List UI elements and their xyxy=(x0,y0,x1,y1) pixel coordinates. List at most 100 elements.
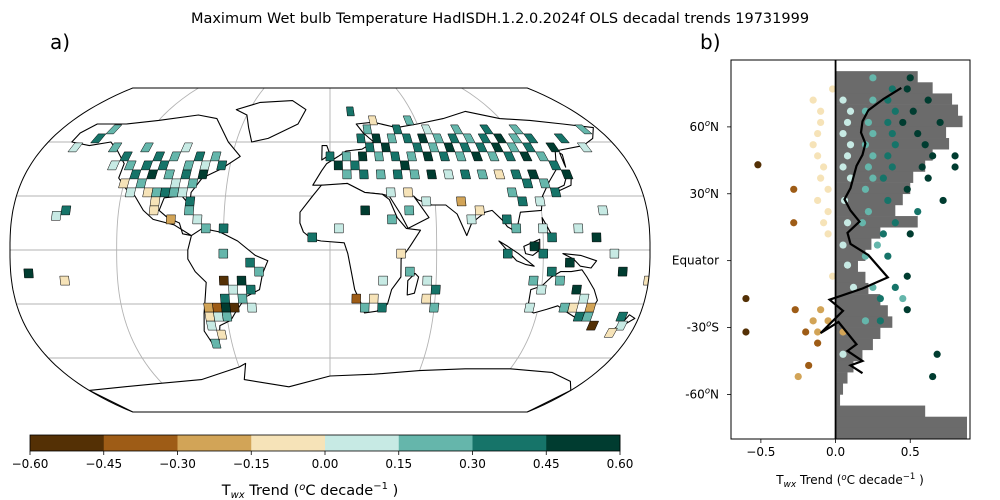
coverage-bar xyxy=(835,82,933,94)
trend-point xyxy=(891,219,899,227)
trend-point xyxy=(869,129,877,138)
coverage-bar xyxy=(835,71,918,83)
trend-box xyxy=(554,275,566,286)
trend-box xyxy=(357,151,368,162)
trend-point xyxy=(869,152,877,160)
trend-box xyxy=(572,311,586,322)
trend-box xyxy=(420,124,433,135)
trend-box xyxy=(146,169,159,180)
coverage-bar xyxy=(835,160,926,172)
trend-point xyxy=(814,339,822,347)
trend-box xyxy=(359,169,369,180)
trend-box xyxy=(426,169,437,180)
trend-point xyxy=(843,152,852,160)
trend-box xyxy=(609,248,620,259)
trend-point xyxy=(828,272,837,280)
trend-box xyxy=(140,142,154,153)
trend-box xyxy=(519,151,533,162)
trend-point xyxy=(805,361,813,370)
colorbar-segment xyxy=(546,435,621,451)
trend-box xyxy=(180,142,193,153)
trend-box xyxy=(417,133,429,144)
map-border xyxy=(9,87,651,413)
trend-box xyxy=(385,187,396,198)
trend-box xyxy=(193,151,206,162)
colorbar-tick-label: −0.45 xyxy=(85,457,122,471)
trend-box xyxy=(421,293,432,304)
trend-box xyxy=(476,169,489,180)
coverage-bar xyxy=(835,182,911,195)
trend-box xyxy=(406,151,417,162)
trend-point xyxy=(864,163,873,171)
trend-box xyxy=(456,196,467,207)
trend-point xyxy=(884,196,892,205)
zonal-scatter-panel: −0.5 0.0 0.5 60oN 30oN Equator -30oS -60oN Twx… xyxy=(672,59,971,490)
x-tick-label: 0.5 xyxy=(901,445,920,459)
trend-box xyxy=(360,205,370,216)
trend-box xyxy=(558,302,571,313)
trend-box xyxy=(521,178,534,189)
trend-box xyxy=(404,205,415,216)
trend-box xyxy=(432,133,445,144)
trend-point xyxy=(924,96,932,104)
trend-point xyxy=(817,306,825,314)
trend-box xyxy=(470,151,483,162)
trend-box xyxy=(341,151,351,162)
trend-box xyxy=(447,133,460,144)
trend-point xyxy=(790,185,798,193)
trend-box xyxy=(168,187,180,198)
trend-point xyxy=(884,252,892,260)
trend-box xyxy=(523,302,536,313)
trend-box xyxy=(220,302,231,313)
y-tick-label: 30oN xyxy=(690,186,719,201)
trend-box xyxy=(553,133,570,144)
trend-point xyxy=(929,372,937,381)
trend-point xyxy=(742,294,750,303)
trend-point xyxy=(814,328,822,336)
trend-box xyxy=(356,133,366,144)
trend-box xyxy=(368,293,379,304)
trend-box xyxy=(405,266,415,277)
coverage-bar xyxy=(835,427,968,440)
trend-box xyxy=(105,124,123,135)
trend-box xyxy=(396,248,406,259)
trend-box xyxy=(325,151,335,162)
y-tick-label: -60oN xyxy=(685,386,719,401)
trend-point xyxy=(891,283,899,291)
colorbar: −0.60 −0.45 −0.30 −0.15 0.00 0.15 0.30 0.45 0.60 xyxy=(12,434,633,471)
trend-box xyxy=(573,223,584,234)
trend-point xyxy=(809,141,817,149)
trend-box xyxy=(501,214,512,225)
coverage-bar xyxy=(835,383,844,395)
trend-point xyxy=(817,118,825,127)
trend-box xyxy=(537,223,548,234)
trend-point xyxy=(846,141,855,149)
trend-point xyxy=(903,272,911,280)
trend-box xyxy=(479,124,494,135)
colorbar-segment xyxy=(472,435,547,451)
trend-box xyxy=(534,196,546,207)
trend-point xyxy=(861,317,870,325)
trend-box xyxy=(378,275,388,286)
trend-box xyxy=(409,169,420,180)
trend-point xyxy=(891,107,899,115)
trend-box xyxy=(492,133,508,144)
trend-box xyxy=(124,187,137,198)
trend-point xyxy=(914,129,922,138)
trend-box xyxy=(576,142,593,153)
trend-point xyxy=(918,163,926,171)
trend-box xyxy=(391,124,403,135)
trend-box xyxy=(199,160,211,171)
trend-box xyxy=(536,284,547,295)
trend-point xyxy=(876,294,884,303)
trend-box xyxy=(477,133,492,144)
colorbar-segment xyxy=(103,435,178,451)
trend-box xyxy=(203,302,214,313)
trend-box xyxy=(528,275,539,286)
trend-point xyxy=(839,129,847,138)
trend-box xyxy=(204,311,216,322)
trend-point xyxy=(817,174,825,182)
trend-point xyxy=(884,152,892,160)
trend-point xyxy=(864,208,873,216)
trend-box xyxy=(228,284,239,295)
